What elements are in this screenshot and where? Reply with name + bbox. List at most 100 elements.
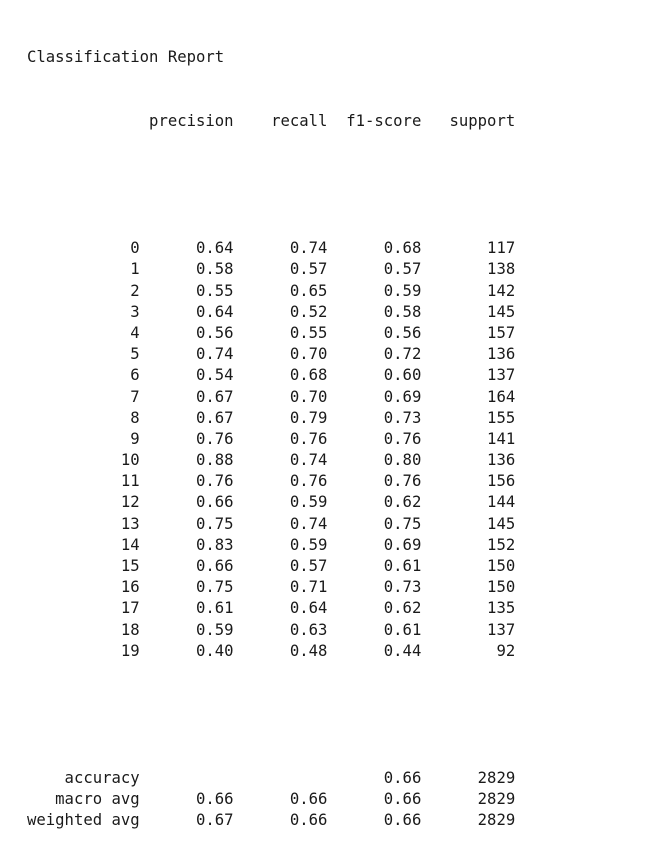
cell-f1-score: 0.66	[327, 768, 422, 787]
class-row: 10 0.88 0.74 0.80 136	[27, 450, 627, 471]
cell-precision: 0.55	[139, 281, 234, 300]
cell-f1-score: 0.57	[327, 260, 422, 279]
cell-f1-score: 0.69	[327, 387, 422, 406]
cell-precision: 0.76	[139, 472, 234, 491]
cell-support: 136	[421, 345, 516, 364]
row-label: weighted avg	[27, 811, 140, 830]
cell-f1-score: 0.58	[327, 302, 422, 321]
cell-support: 150	[421, 578, 516, 597]
cell-support: 137	[421, 620, 516, 639]
cell-support: 145	[421, 302, 516, 321]
cell-support: 141	[421, 429, 516, 448]
row-label: 19	[27, 641, 140, 660]
class-row: 3 0.64 0.52 0.58 145	[27, 302, 627, 323]
cell-recall: 0.63	[233, 620, 328, 639]
cell-precision: 0.56	[139, 323, 234, 342]
row-label: 4	[27, 323, 140, 342]
blank-line	[27, 175, 627, 196]
cell-recall: 0.57	[233, 557, 328, 575]
cell-f1-score: 0.73	[327, 578, 422, 597]
cell-f1-score: 0.59	[327, 281, 422, 300]
cell-f1-score: 0.62	[327, 599, 422, 618]
cell-recall: 0.70	[233, 387, 328, 406]
cell-f1-score: 0.80	[327, 451, 422, 470]
class-row: 2 0.55 0.65 0.59 142	[27, 281, 627, 302]
row-label: 9	[27, 429, 140, 448]
cell-precision	[140, 769, 234, 787]
cell-recall: 0.74	[233, 239, 328, 258]
cell-precision: 0.67	[139, 408, 234, 427]
cell-f1-score: 0.56	[327, 323, 422, 342]
cell-precision: 0.76	[139, 429, 234, 448]
cell-recall: 0.59	[233, 493, 328, 512]
cell-recall: 0.59	[233, 535, 328, 554]
class-row: 12 0.66 0.59 0.62 144	[27, 492, 627, 513]
cell-f1-score: 0.61	[327, 557, 422, 575]
cell-support: 164	[421, 387, 516, 406]
summary-rows: accuracy 0.66 2829 macro avg 0.66 0.66 0…	[27, 768, 627, 832]
cell-f1-score: 0.62	[327, 493, 422, 512]
cell-precision: 0.75	[139, 578, 234, 597]
cell-f1-score: 0.76	[327, 472, 422, 491]
cell-recall: 0.71	[233, 578, 328, 597]
cell-recall: 0.76	[233, 429, 328, 448]
cell-support: 150	[421, 557, 516, 575]
cell-recall: 0.68	[233, 366, 328, 385]
cell-f1-score: 0.44	[327, 641, 422, 660]
classification-report: Classification Report precision recall f…	[27, 5, 627, 853]
row-label: 1	[27, 260, 140, 279]
header-support: support	[421, 112, 516, 130]
cell-support: 136	[421, 451, 516, 470]
row-label: 10	[27, 451, 140, 470]
cell-support: 156	[421, 472, 516, 491]
summary-row: macro avg 0.66 0.66 0.66 2829	[27, 789, 627, 810]
cell-precision: 0.75	[139, 514, 234, 533]
cell-precision: 0.88	[139, 451, 234, 470]
cell-recall: 0.52	[233, 302, 328, 321]
cell-recall: 0.79	[233, 408, 328, 427]
class-row: 16 0.75 0.71 0.73 150	[27, 577, 627, 598]
cell-f1-score: 0.76	[327, 429, 422, 448]
column-header-row: precision recall f1-score support	[27, 111, 627, 132]
cell-precision: 0.64	[139, 302, 234, 321]
cell-recall: 0.74	[233, 514, 328, 533]
cell-recall	[234, 769, 328, 787]
class-row: 7 0.67 0.70 0.69 164	[27, 387, 627, 408]
row-label: 8	[27, 408, 140, 427]
cell-precision: 0.66	[139, 493, 234, 512]
header-precision: precision	[139, 112, 234, 130]
cell-recall: 0.55	[233, 323, 328, 342]
class-row: 0 0.64 0.74 0.68 117	[27, 238, 627, 259]
cell-support: 144	[421, 493, 516, 512]
cell-precision: 0.74	[139, 345, 234, 364]
cell-support: 92	[421, 641, 516, 660]
class-row: 14 0.83 0.59 0.69 152	[27, 535, 627, 556]
cell-precision: 0.83	[139, 535, 234, 554]
cell-f1-score: 0.60	[327, 366, 422, 385]
row-label: 15	[27, 557, 140, 575]
class-row: 8 0.67 0.79 0.73 155	[27, 408, 627, 429]
cell-f1-score: 0.72	[327, 345, 422, 364]
cell-recall: 0.74	[233, 451, 328, 470]
cell-precision: 0.59	[139, 620, 234, 639]
report-title: Classification Report	[27, 48, 225, 67]
cell-support: 138	[421, 260, 516, 279]
row-label: accuracy	[27, 768, 140, 787]
cell-precision: 0.66	[139, 790, 234, 809]
header-spacer	[27, 112, 140, 130]
cell-f1-score: 0.66	[327, 811, 422, 830]
header-f1-score: f1-score	[327, 112, 422, 130]
cell-precision: 0.61	[139, 599, 234, 618]
class-row: 1 0.58 0.57 0.57 138	[27, 259, 627, 280]
cell-recall: 0.57	[233, 260, 328, 279]
cell-precision: 0.64	[139, 239, 234, 258]
cell-recall: 0.66	[233, 811, 328, 830]
class-row: 6 0.54 0.68 0.60 137	[27, 365, 627, 386]
cell-support: 117	[421, 239, 516, 258]
cell-support: 2829	[421, 811, 516, 830]
row-label: 17	[27, 599, 140, 618]
cell-support: 142	[421, 281, 516, 300]
row-label: 14	[27, 535, 140, 554]
cell-recall: 0.48	[233, 641, 328, 660]
row-label: 11	[27, 472, 140, 491]
